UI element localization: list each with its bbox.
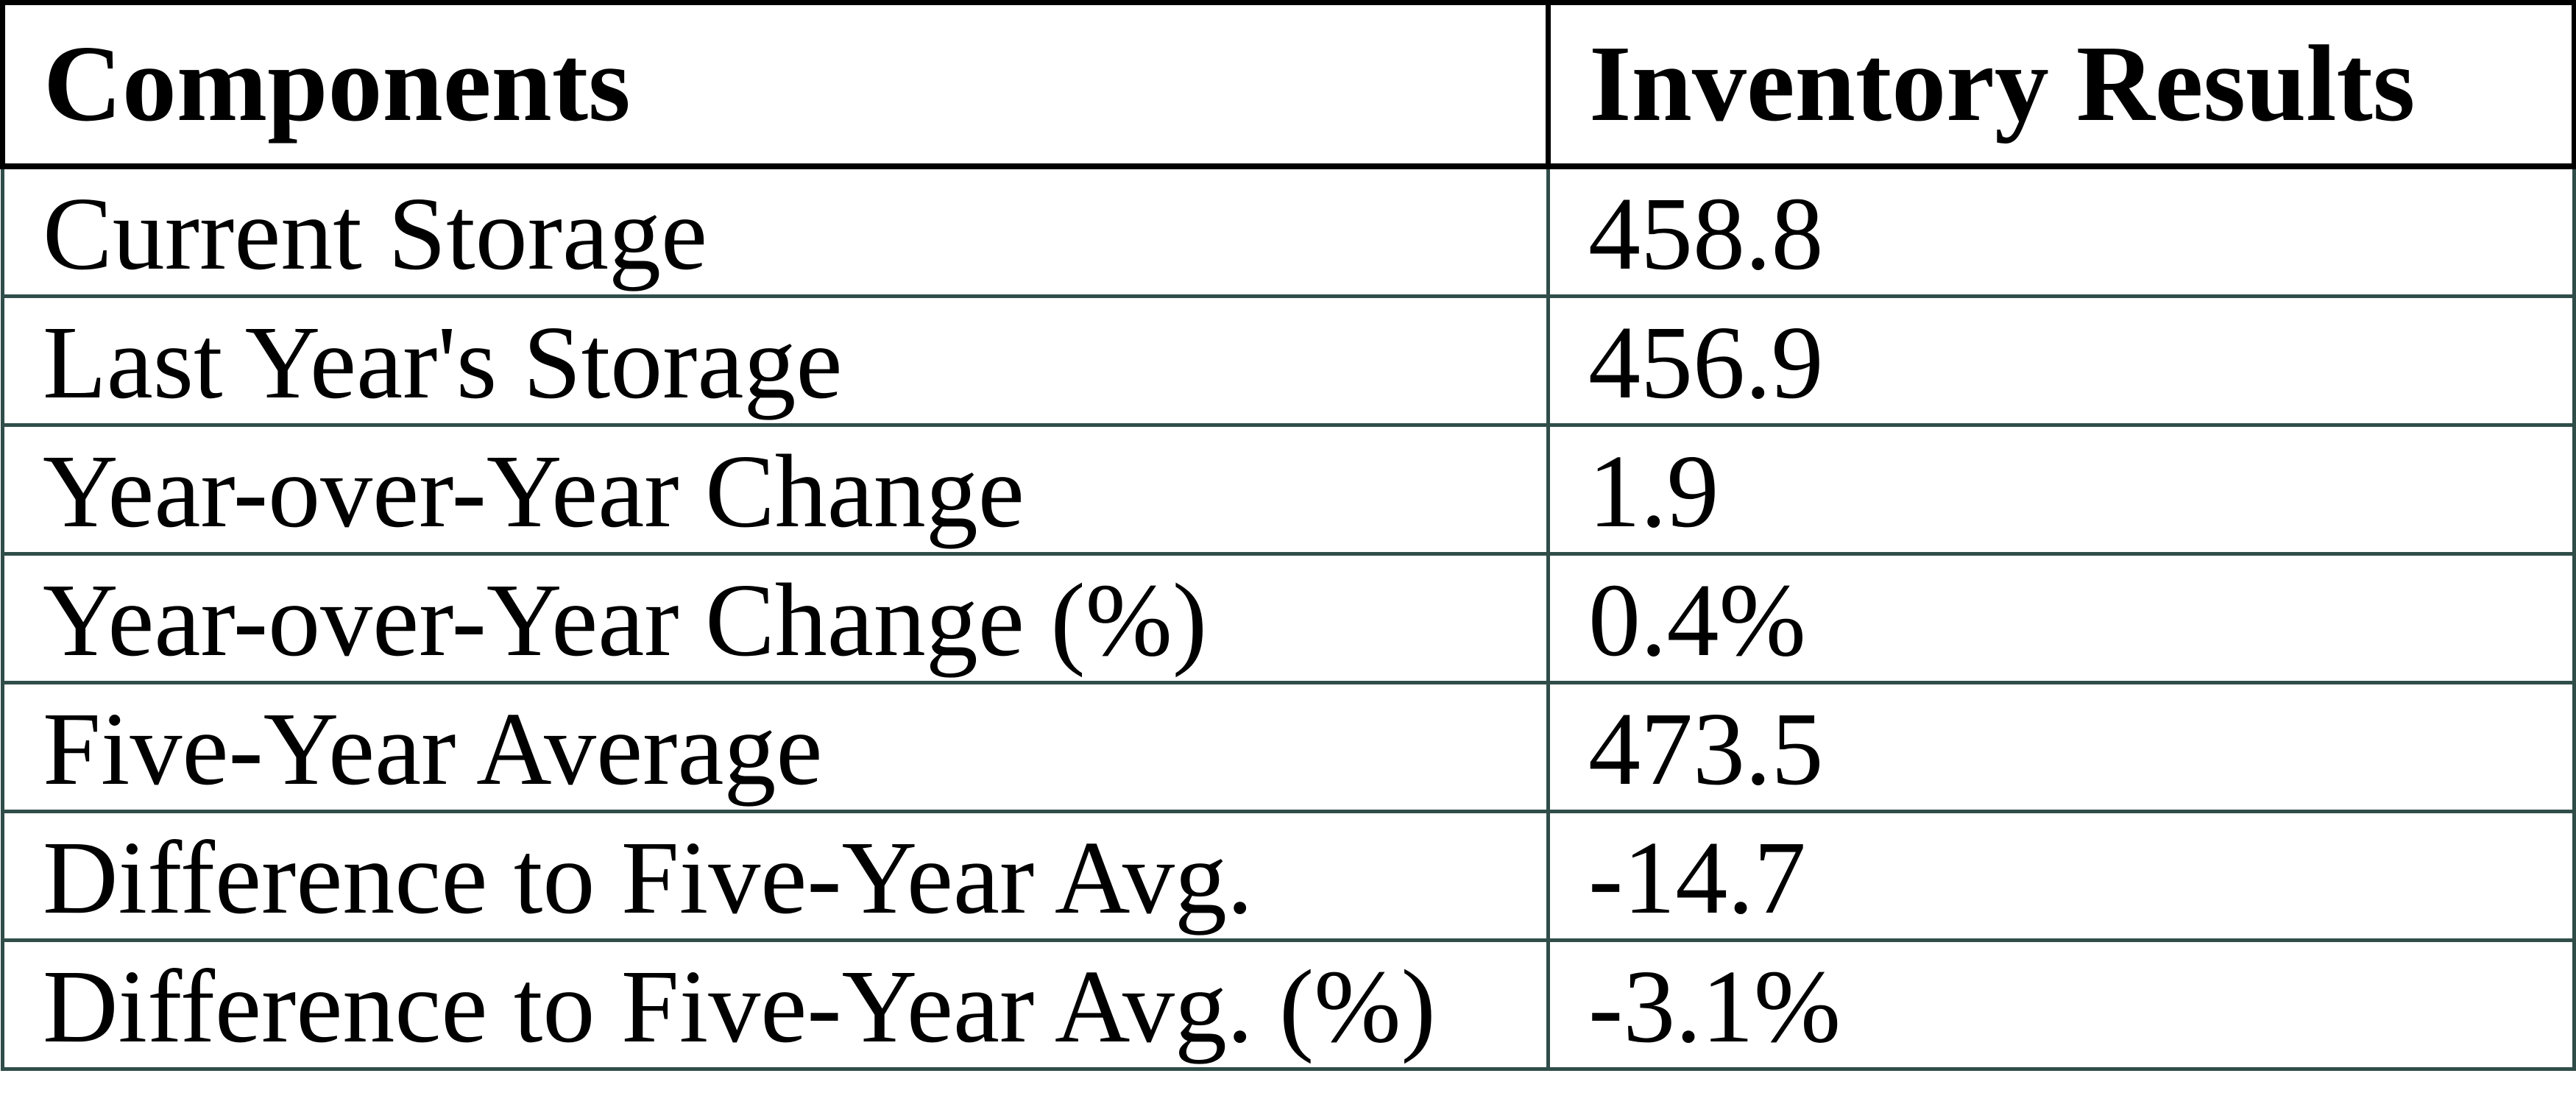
table-row: Year-over-Year Change 1.9 bbox=[1, 423, 2576, 556]
row-value-five-year-average: 473.5 bbox=[1546, 681, 2576, 813]
header-row: Components Inventory Results bbox=[0, 0, 2576, 169]
row-label-diff-five-year-avg: Difference to Five-Year Avg. bbox=[1, 810, 1550, 942]
header-cell-components: Components bbox=[0, 0, 1551, 169]
row-value-diff-five-year-avg: -14.7 bbox=[1546, 810, 2576, 942]
table-row: Current Storage 458.8 bbox=[1, 164, 2576, 298]
header-cell-inventory-results: Inventory Results bbox=[1546, 0, 2576, 169]
row-label-five-year-average: Five-Year Average bbox=[1, 681, 1550, 813]
row-label-diff-five-year-avg-pct: Difference to Five-Year Avg. (%) bbox=[1, 938, 1550, 1071]
row-value-current-storage: 458.8 bbox=[1546, 164, 2576, 298]
table-row: Year-over-Year Change (%) 0.4% bbox=[1, 552, 2576, 684]
row-value-last-years-storage: 456.9 bbox=[1546, 294, 2576, 427]
row-value-yoy-change-pct: 0.4% bbox=[1546, 552, 2576, 684]
table-row: Five-Year Average 473.5 bbox=[1, 681, 2576, 813]
row-label-yoy-change: Year-over-Year Change bbox=[1, 423, 1550, 556]
row-label-current-storage: Current Storage bbox=[1, 164, 1550, 298]
row-label-yoy-change-pct: Year-over-Year Change (%) bbox=[1, 552, 1550, 684]
table-row: Difference to Five-Year Avg. (%) -3.1% bbox=[1, 938, 2576, 1071]
row-value-yoy-change: 1.9 bbox=[1546, 423, 2576, 556]
table-row: Last Year's Storage 456.9 bbox=[1, 294, 2576, 427]
row-label-last-years-storage: Last Year's Storage bbox=[1, 294, 1550, 427]
inventory-results-table: Components Inventory Results Current Sto… bbox=[0, 0, 2576, 1071]
row-value-diff-five-year-avg-pct: -3.1% bbox=[1546, 938, 2576, 1071]
table-row: Difference to Five-Year Avg. -14.7 bbox=[1, 810, 2576, 942]
